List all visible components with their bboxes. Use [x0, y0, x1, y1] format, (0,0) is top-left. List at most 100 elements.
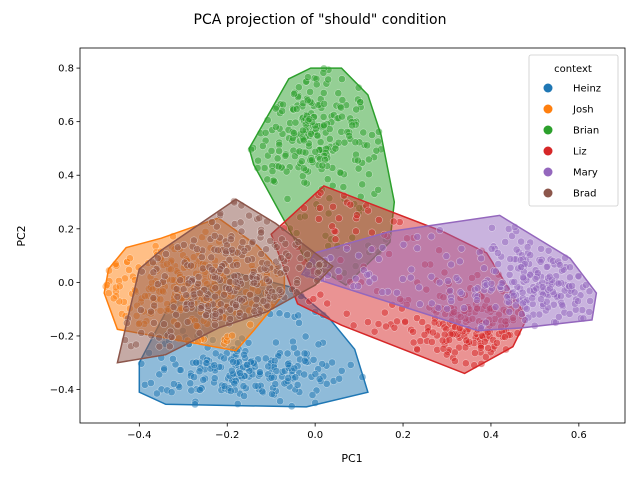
data-point — [375, 216, 382, 223]
data-point — [368, 131, 375, 138]
data-point — [304, 74, 311, 81]
data-point — [211, 232, 218, 239]
data-point — [501, 333, 508, 340]
data-point — [211, 321, 218, 328]
data-point — [170, 380, 177, 387]
data-point — [335, 267, 342, 274]
x-axis-label: PC1 — [341, 452, 362, 465]
data-point — [520, 274, 527, 281]
data-point — [232, 278, 239, 285]
data-point — [276, 310, 283, 317]
data-point — [316, 204, 323, 211]
data-point — [421, 331, 428, 338]
data-point — [147, 379, 154, 386]
data-point — [274, 155, 281, 162]
data-point — [273, 367, 280, 374]
data-point — [174, 322, 181, 329]
data-point — [169, 355, 176, 362]
data-point — [538, 245, 545, 252]
data-point — [485, 345, 492, 352]
data-point — [505, 299, 512, 306]
data-point — [214, 247, 221, 254]
data-point — [261, 164, 268, 171]
data-point — [365, 207, 372, 214]
data-point — [569, 282, 576, 289]
data-point — [457, 289, 464, 296]
data-point — [231, 380, 238, 387]
data-point — [400, 241, 407, 248]
data-point — [338, 76, 345, 83]
data-point — [587, 297, 594, 304]
data-point — [320, 89, 327, 96]
data-point — [444, 305, 451, 312]
data-point — [162, 250, 169, 257]
data-point — [278, 255, 285, 262]
data-point — [349, 122, 356, 129]
data-point — [502, 238, 509, 245]
data-point — [448, 298, 455, 305]
data-point — [375, 255, 382, 262]
data-point — [212, 311, 219, 318]
data-point — [246, 212, 253, 219]
data-point — [488, 245, 495, 252]
data-point — [316, 262, 323, 269]
data-point — [410, 339, 417, 346]
data-point — [238, 228, 245, 235]
legend-label: Liz — [573, 147, 587, 158]
data-point — [518, 238, 525, 245]
data-point — [250, 268, 257, 275]
data-point — [270, 177, 277, 184]
data-point — [166, 343, 173, 350]
data-point — [203, 312, 210, 319]
data-point — [300, 165, 307, 172]
data-point — [316, 375, 323, 382]
data-point — [268, 374, 275, 381]
data-point — [247, 321, 254, 328]
data-point — [150, 294, 157, 301]
y-axis: −0.4 −0.2 0.0 0.2 0.4 0.6 0.8 — [50, 64, 80, 396]
y-tick-label: −0.2 — [50, 331, 74, 342]
data-point — [230, 358, 237, 365]
data-point — [471, 349, 478, 356]
data-point — [353, 212, 360, 219]
data-point — [197, 386, 204, 393]
data-point — [296, 148, 303, 155]
data-point — [148, 332, 155, 339]
data-point — [183, 292, 190, 299]
data-point — [276, 286, 283, 293]
data-point — [482, 353, 489, 360]
data-point — [284, 350, 291, 357]
data-point — [375, 320, 382, 327]
data-point — [229, 332, 236, 339]
data-point — [217, 266, 224, 273]
data-point — [244, 256, 251, 263]
data-point — [173, 311, 180, 318]
data-point — [226, 285, 233, 292]
data-point — [237, 370, 244, 377]
x-tick-label: 0.2 — [395, 430, 411, 441]
data-point — [415, 284, 422, 291]
data-point — [340, 183, 347, 190]
data-point — [444, 277, 451, 284]
data-point — [268, 391, 275, 398]
data-point — [375, 138, 382, 145]
data-point — [407, 274, 414, 281]
data-point — [519, 300, 526, 307]
legend: context HeinzJoshBrianLizMaryBrad — [529, 55, 618, 206]
data-point — [524, 244, 531, 251]
data-point — [277, 270, 284, 277]
data-point — [265, 363, 272, 370]
data-point — [399, 275, 406, 282]
data-point — [338, 367, 345, 374]
data-point — [332, 236, 339, 243]
data-point — [447, 287, 454, 294]
data-point — [353, 106, 360, 113]
data-point — [251, 308, 258, 315]
data-point — [293, 105, 300, 112]
data-point — [325, 76, 332, 83]
data-point — [341, 139, 348, 146]
data-point — [492, 268, 499, 275]
data-point — [419, 318, 426, 325]
data-point — [292, 119, 299, 126]
data-point — [285, 253, 292, 260]
